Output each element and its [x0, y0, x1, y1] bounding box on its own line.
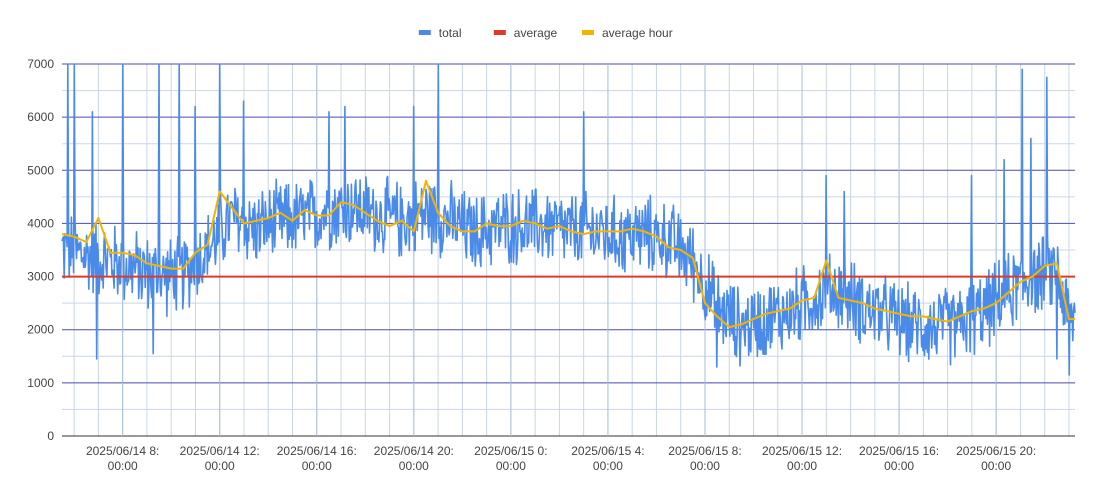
y-tick-label: 2000 [27, 323, 54, 337]
legend-label-average: average [514, 26, 558, 40]
legend-swatch-total [418, 30, 431, 35]
x-tick-label: 00:00 [884, 459, 914, 473]
y-tick-label: 6000 [27, 110, 54, 124]
y-tick-label: 5000 [27, 163, 54, 177]
x-tick-label: 00:00 [593, 459, 623, 473]
x-tick-label: 2025/06/15 8: [668, 444, 741, 458]
plot-area [61, 63, 1076, 376]
series-average-hour-line [61, 179, 1075, 329]
legend-swatch-average [493, 30, 506, 35]
legend-swatch-average-hour [582, 30, 594, 35]
x-tick-label: 2025/06/15 12: [762, 444, 842, 458]
y-tick-label: 4000 [27, 216, 54, 230]
y-tick-label: 7000 [27, 57, 54, 71]
chart-legend: total average average hour [418, 26, 673, 40]
x-tick-label: 2025/06/14 12: [180, 444, 260, 458]
y-tick-label: 3000 [27, 270, 54, 284]
x-tick-label: 00:00 [787, 459, 817, 473]
x-tick-label: 00:00 [496, 459, 526, 473]
y-tick-label: 0 [47, 429, 54, 443]
legend-label-total: total [439, 26, 462, 40]
x-tick-label: 00:00 [981, 459, 1011, 473]
x-tick-label: 2025/06/14 20: [374, 444, 454, 458]
x-tick-label: 00:00 [302, 459, 332, 473]
legend-label-average-hour: average hour [602, 26, 673, 40]
series-total-line [61, 63, 1076, 376]
x-tick-label: 2025/06/14 8: [86, 444, 159, 458]
y-axis: 0 1000 2000 3000 4000 5000 6000 7000 [27, 57, 54, 443]
x-tick-label: 00:00 [399, 459, 429, 473]
x-tick-label: 2025/06/15 0: [474, 444, 547, 458]
y-tick-label: 1000 [27, 376, 54, 390]
x-tick-label: 00:00 [205, 459, 235, 473]
x-tick-label: 00:00 [108, 459, 138, 473]
x-tick-label: 2025/06/15 4: [571, 444, 644, 458]
x-tick-label: 00:00 [690, 459, 720, 473]
x-tick-label: 2025/06/14 16: [277, 444, 357, 458]
x-tick-label: 2025/06/15 20: [956, 444, 1036, 458]
x-tick-label: 2025/06/15 16: [859, 444, 939, 458]
